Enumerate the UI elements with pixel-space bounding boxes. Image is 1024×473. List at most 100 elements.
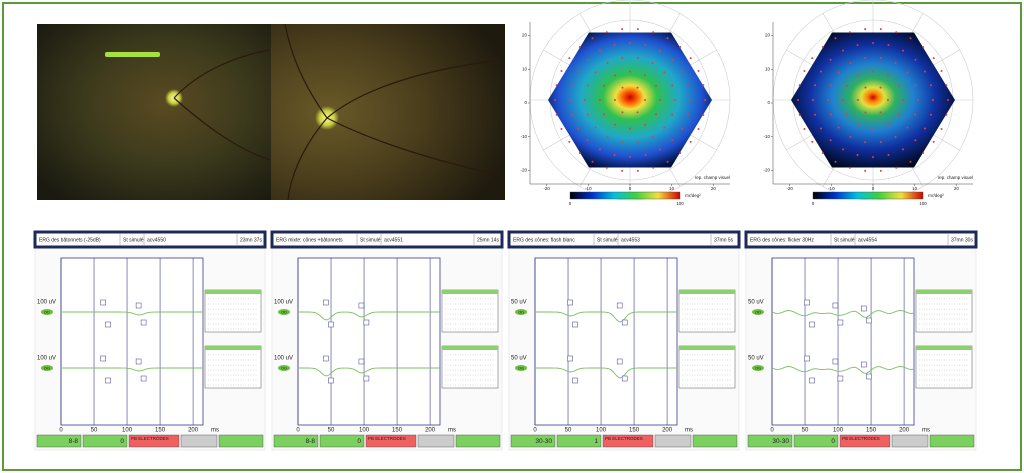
stimulus-point <box>679 46 682 49</box>
stimulus-point <box>829 139 832 142</box>
stimulus-point <box>591 37 594 40</box>
stimulus-point <box>636 56 639 59</box>
status-box <box>654 434 692 448</box>
stimulus-point <box>614 99 616 101</box>
stimulus-point <box>821 151 824 154</box>
header-time: 23mn 37s <box>240 237 262 243</box>
table-header <box>916 290 972 294</box>
stimulus-point <box>568 57 571 60</box>
status-box <box>180 434 218 448</box>
y-scale-label: 100 uV <box>37 356 56 362</box>
stimulus-point <box>842 148 844 151</box>
plot-box <box>534 257 678 426</box>
stimulus-point <box>872 42 874 44</box>
y-scale-label: 50 uV <box>511 356 527 362</box>
stimulus-point <box>629 70 631 73</box>
stimulus-point <box>577 70 580 73</box>
stimulus-point <box>887 99 889 101</box>
sweep-count: 8-8 <box>306 438 316 445</box>
stimulus-point <box>945 84 948 87</box>
stimulus-point <box>571 113 574 116</box>
electrode-status: PB ELECTRODES <box>605 436 643 441</box>
stimulus-point <box>644 154 647 157</box>
stimulus-point <box>856 43 859 46</box>
stimulus-point <box>659 99 661 101</box>
status-box <box>692 434 738 448</box>
status-box <box>218 434 264 448</box>
colorbar-unit: nV/deg² <box>685 193 701 198</box>
measurement-table <box>915 289 973 333</box>
measurement-table <box>204 345 262 389</box>
status-box <box>455 434 501 448</box>
peak-marker <box>837 319 844 326</box>
colorbar-max: 100 <box>919 201 927 206</box>
stimulus-point <box>671 113 674 116</box>
stimulus-point <box>702 84 705 87</box>
y-tick-label: 0 <box>524 100 527 105</box>
plot-box <box>771 257 915 426</box>
stimulus-point <box>879 111 882 114</box>
stimulus-point <box>636 28 639 31</box>
eye-badge <box>41 365 53 371</box>
stimulus-point <box>846 84 849 87</box>
x-tick-label: 50 <box>91 428 98 434</box>
header-title: ERG des cônes: flash blanc <box>513 237 575 243</box>
stimulus-point <box>613 43 616 46</box>
waveform <box>298 367 440 377</box>
stimulus-point <box>909 37 912 40</box>
stimulus-point <box>820 70 823 73</box>
header-stim: St simulé <box>597 237 618 243</box>
stimulus-point <box>663 126 666 129</box>
electrode-status: PB ELECTRODES <box>131 436 169 441</box>
y-tick-label: -20 <box>763 168 770 173</box>
stimulus-point <box>864 56 867 59</box>
peak-marker <box>135 358 142 365</box>
stimulus-point <box>671 58 674 61</box>
peak-marker <box>358 358 365 365</box>
stimulus-point <box>671 84 674 87</box>
x-tick-label: 100 <box>833 428 844 434</box>
stimulus-point <box>849 136 852 139</box>
stimulus-point <box>872 127 874 130</box>
reject-count: 0 <box>357 438 361 445</box>
x-tick-label: 0 <box>59 428 63 434</box>
stimulus-point <box>697 70 700 73</box>
status-box <box>556 434 602 448</box>
eye-badge <box>752 365 764 371</box>
table-header <box>679 290 735 294</box>
peak-marker <box>621 319 628 326</box>
stimulus-point <box>894 136 897 139</box>
stimulus-point <box>702 113 705 116</box>
stimulus-point <box>586 84 589 87</box>
vessels <box>173 23 501 201</box>
header-title: ERG des cônes: flicker 30Hz <box>750 237 814 243</box>
status-box <box>929 434 975 448</box>
status-box <box>128 434 180 448</box>
stimulus-point <box>897 84 900 87</box>
x-tick-label: 20 <box>954 186 960 191</box>
stimulus-point <box>571 84 574 87</box>
stimulus-point <box>679 151 682 154</box>
stimulus-point <box>842 49 844 52</box>
artifact <box>105 52 160 57</box>
x-tick-label: 0 <box>872 186 875 191</box>
x-tick-label: 200 <box>425 428 436 434</box>
stimulus-point <box>578 46 581 49</box>
stimulus-point <box>586 58 589 61</box>
panel-header <box>744 230 978 249</box>
stimulus-point <box>922 151 925 154</box>
stimulus-point <box>644 43 647 46</box>
y-tick-label: -20 <box>520 168 527 173</box>
stimulus-point <box>560 70 563 73</box>
peak-marker <box>572 377 578 384</box>
y-scale-label: 50 uV <box>511 300 527 306</box>
table-header <box>916 346 972 350</box>
stimulus-point <box>644 123 646 126</box>
stimulus-point <box>798 113 801 116</box>
stimulus-point <box>621 56 624 59</box>
status-box <box>417 434 455 448</box>
waveform <box>298 311 440 321</box>
plot-box <box>297 257 441 426</box>
stimulus-point <box>887 74 889 77</box>
